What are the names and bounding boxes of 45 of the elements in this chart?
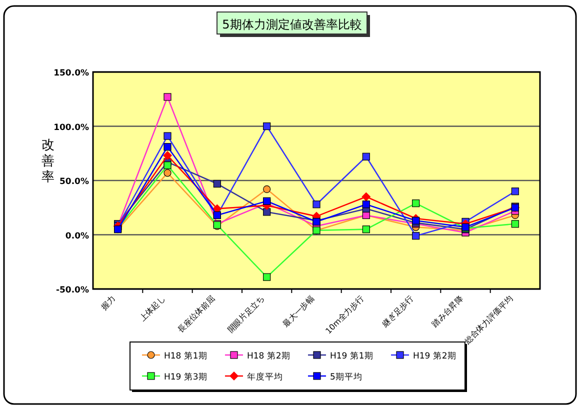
point <box>412 232 420 240</box>
y-tick-label: 150.0% <box>54 68 90 78</box>
legend-label: 5期平均 <box>330 372 362 382</box>
legend-label: H19 第3期 <box>164 372 208 382</box>
x-tick-label: 握力 <box>100 294 118 312</box>
x-tick-label: 上体起し <box>138 294 167 324</box>
chart-title: 5期体力測定値改善率比較 <box>222 18 362 32</box>
y-tick-label: 100.0% <box>54 122 90 133</box>
legend-label: H19 第2期 <box>413 350 456 362</box>
y-tick-label: 0.0% <box>65 231 90 242</box>
point <box>412 199 420 208</box>
title: 5期体力測定値改善率比較 <box>216 12 370 37</box>
x-tick-label: 総合体力評価平均 <box>462 294 515 346</box>
x-tick-label: 最大一歩幅 <box>281 294 316 329</box>
point <box>362 192 371 202</box>
y-tick-label: -50.0% <box>56 286 90 296</box>
y-axis-title: 改善率 <box>42 138 54 185</box>
x-tick-label: 開眼片足立ち <box>226 294 266 334</box>
point <box>362 226 370 234</box>
point <box>263 208 271 216</box>
point <box>164 143 172 151</box>
point <box>263 122 271 130</box>
point <box>362 200 370 208</box>
point <box>213 180 221 188</box>
x-tick-label: 踏み台昇降 <box>430 294 465 329</box>
point <box>362 152 370 160</box>
legend-label: H19 第1期 <box>330 350 374 362</box>
point <box>263 273 271 281</box>
point <box>511 220 519 228</box>
legend-label: H18 第1期 <box>164 350 208 362</box>
point <box>263 185 271 193</box>
point <box>163 151 172 160</box>
point <box>164 132 172 140</box>
point <box>164 93 172 101</box>
y-tick-label: 50.0% <box>60 177 90 187</box>
point <box>164 169 172 177</box>
legend-label: 年度平均 <box>247 372 283 382</box>
legend-label: H18 第2期 <box>247 350 290 362</box>
x-tick-label: 長座位体前屈 <box>176 294 217 334</box>
point <box>164 162 172 170</box>
point <box>312 200 320 208</box>
point <box>263 197 271 205</box>
x-tick-label: 継ぎ足歩行 <box>380 294 416 330</box>
point <box>412 216 420 224</box>
point <box>511 188 519 196</box>
